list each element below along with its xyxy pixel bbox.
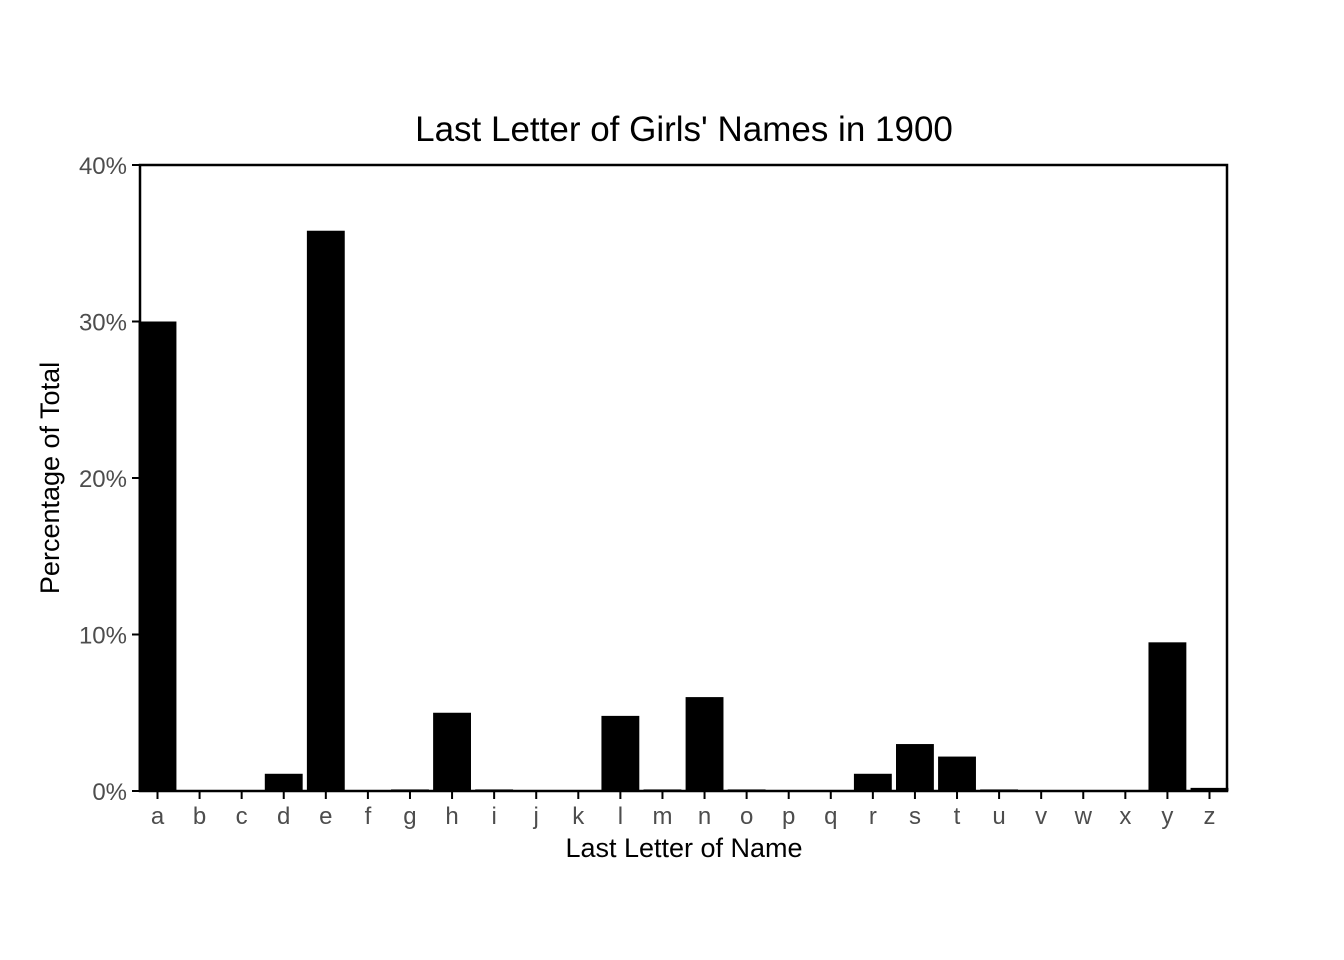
bar-z <box>1190 787 1229 791</box>
x-tick-label: k <box>572 803 585 830</box>
x-tick-label: m <box>652 803 672 830</box>
x-tick-label: a <box>151 803 165 830</box>
y-tick-label: 40% <box>79 153 127 180</box>
x-tick-label: u <box>992 803 1005 830</box>
x-tick-label: h <box>445 803 458 830</box>
x-tick-label: t <box>954 803 961 830</box>
x-tick-label: p <box>782 803 795 830</box>
x-tick-label: z <box>1204 803 1216 830</box>
x-tick-label: b <box>193 803 206 830</box>
y-tick-label: 10% <box>79 623 127 650</box>
x-tick-label: q <box>824 803 837 830</box>
x-tick-label: y <box>1161 803 1173 830</box>
plot-panel-border <box>138 163 1229 793</box>
y-tick-label: 20% <box>79 466 127 493</box>
chart-title: Last Letter of Girls' Names in 1900 <box>415 110 953 149</box>
x-tick-label: i <box>491 803 496 830</box>
bar-t <box>938 756 976 791</box>
x-tick-label: f <box>365 803 372 830</box>
x-tick-label: s <box>909 803 921 830</box>
x-tick-label: j <box>533 803 539 830</box>
y-axis-title: Percentage of Total <box>35 362 65 594</box>
bar-l <box>601 715 640 791</box>
bar-h <box>433 712 471 791</box>
bar-s <box>896 744 934 791</box>
bar-n <box>685 697 724 791</box>
x-tick-label: e <box>319 803 332 830</box>
x-tick-label: c <box>236 803 248 830</box>
x-tick-label: r <box>869 803 877 830</box>
x-tick-label: n <box>698 803 711 830</box>
y-axis: 0% 10% 20% 30% 40% <box>79 153 140 806</box>
bar-r <box>853 773 892 791</box>
bar-a <box>138 321 177 791</box>
x-tick-label: v <box>1035 803 1047 830</box>
y-tick-label: 0% <box>92 779 127 806</box>
bar-e <box>306 230 345 792</box>
y-tick-label: 30% <box>79 310 127 337</box>
x-tick-label: x <box>1119 803 1131 830</box>
x-tick-label: l <box>618 803 623 830</box>
bars <box>138 230 1229 792</box>
x-tick-label: g <box>403 803 416 830</box>
x-tick-label: o <box>740 803 753 830</box>
x-tick-label: w <box>1074 803 1093 830</box>
bar-y <box>1148 642 1187 791</box>
x-axis-title: Last Letter of Name <box>565 833 802 863</box>
bar-d <box>264 773 303 791</box>
x-tick-label: d <box>277 803 290 830</box>
